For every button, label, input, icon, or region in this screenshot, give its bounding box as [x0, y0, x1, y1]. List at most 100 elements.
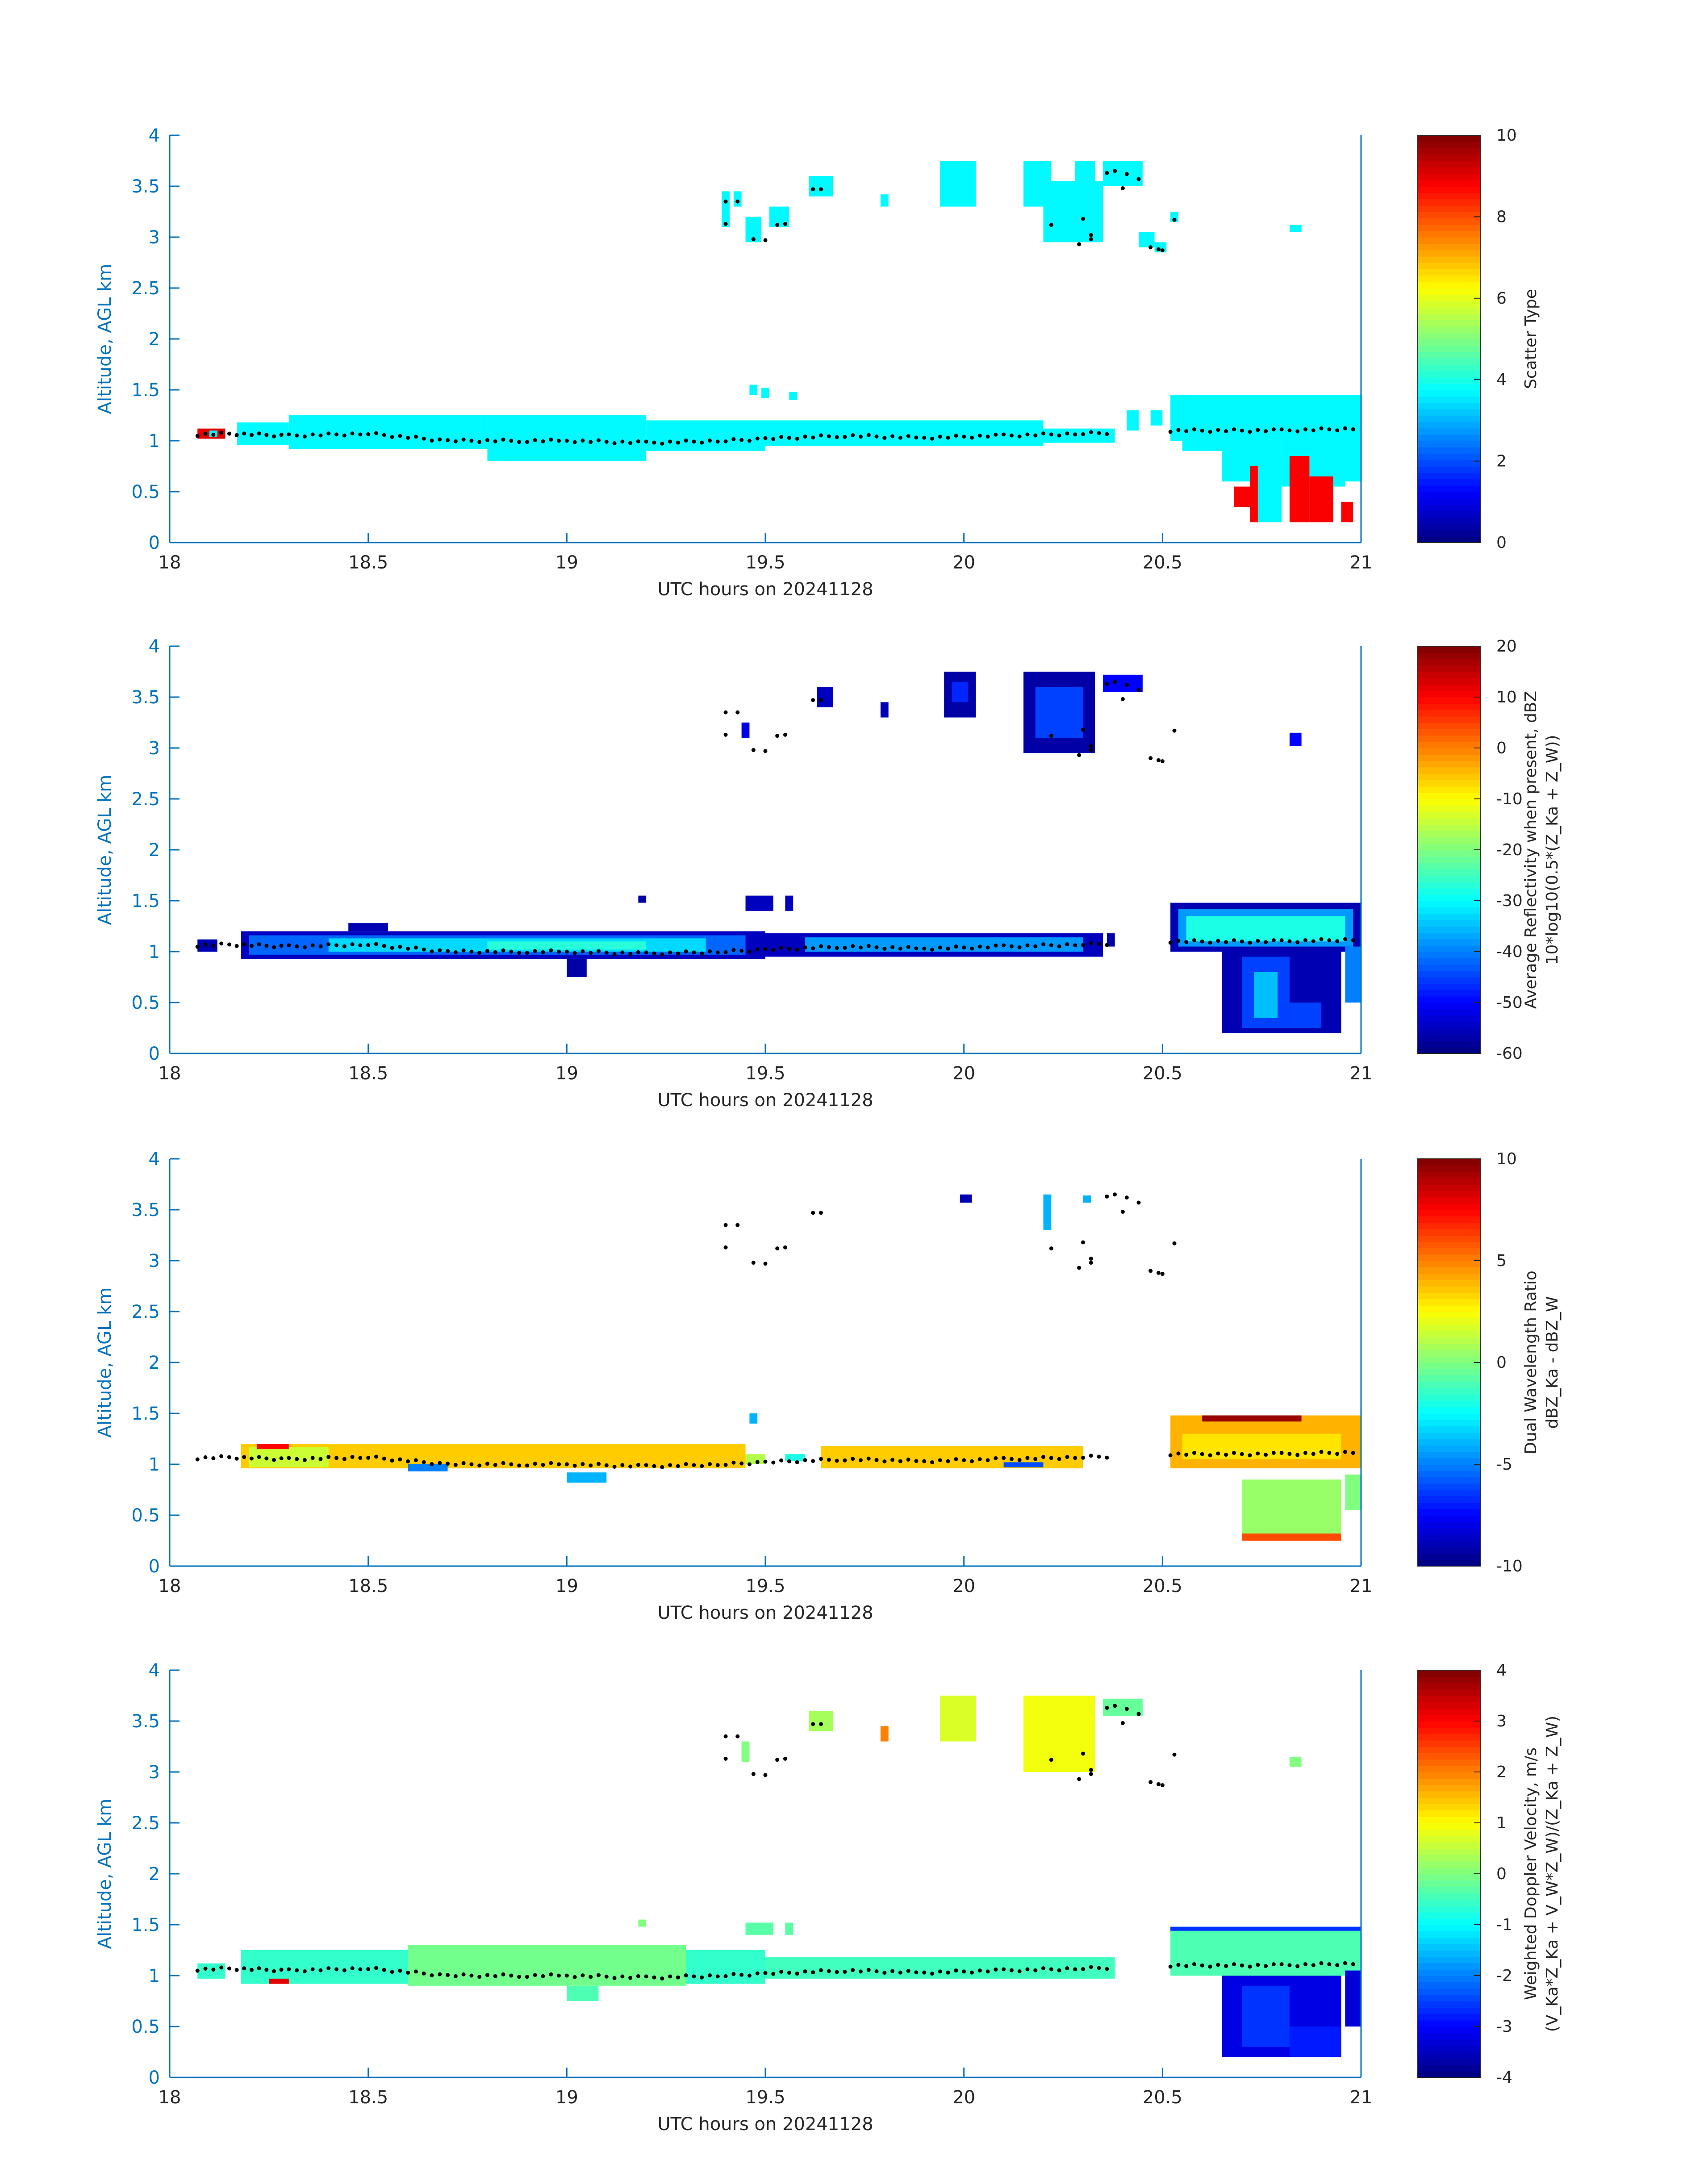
boundary-dot — [835, 1458, 839, 1463]
boundary-dot — [969, 435, 974, 440]
heatmap-cell — [817, 687, 833, 707]
boundary-dot — [1089, 233, 1093, 237]
boundary-dot — [318, 944, 323, 949]
colorbar-segment — [1418, 1034, 1480, 1041]
axes: 0 0.5 1 1.5 2 2.5 3 3.5 4 18 18.5 19 19.5 20 20.5 21 — [131, 1149, 1372, 1596]
boundary-dot — [326, 431, 331, 436]
boundary-dot — [1002, 1456, 1006, 1460]
heatmap-cell — [733, 191, 742, 207]
colorbar: -60 -50 -40 -30 -20 -10 0 10 20 — [1417, 637, 1523, 1063]
x-axis-label: UTC hours on 20241128 — [657, 1603, 873, 1623]
y-tick-label: 4 — [149, 125, 160, 146]
boundary-dot — [549, 437, 553, 442]
boundary-dot — [517, 951, 522, 955]
colorbar-segment — [1418, 1969, 1480, 1976]
colorbar-segment — [1418, 1541, 1480, 1548]
boundary-dot — [874, 1969, 879, 1973]
colorbar-segment — [1418, 907, 1480, 914]
boundary-dot — [930, 1971, 935, 1976]
colorbar-segment — [1418, 2058, 1480, 2065]
boundary-dot — [628, 1976, 633, 1980]
colorbar-segment — [1418, 1502, 1480, 1509]
boundary-dot — [1057, 944, 1061, 949]
colorbar-segment — [1418, 1521, 1480, 1529]
colorbar-segment — [1418, 523, 1480, 531]
heatmap-cells — [241, 1194, 1361, 1541]
boundary-dot — [1279, 938, 1284, 942]
boundary-dot — [1049, 223, 1053, 227]
colorbar-segment — [1418, 2014, 1480, 2021]
boundary-dot — [858, 945, 863, 950]
boundary-dot — [446, 1973, 450, 1977]
boundary-dot — [620, 1974, 625, 1979]
colorbar-segment — [1418, 1925, 1480, 1932]
boundary-dot — [1319, 426, 1324, 430]
x-tick-label: 20.5 — [1143, 1576, 1182, 1596]
boundary-dot — [422, 1971, 426, 1976]
boundary-dot — [1295, 1964, 1300, 1968]
boundary-dot — [962, 945, 966, 950]
boundary-dot — [1033, 1457, 1038, 1461]
colorbar-segment — [1418, 1823, 1480, 1830]
colorbar-segment — [1418, 1369, 1480, 1376]
boundary-dot — [1172, 1241, 1177, 1245]
boundary-dot — [257, 942, 261, 947]
boundary-dot — [775, 1246, 780, 1251]
boundary-dot — [1124, 172, 1129, 176]
boundary-dot — [930, 947, 935, 952]
heatmap-cell — [960, 1194, 972, 1203]
boundary-dot — [382, 433, 386, 437]
boundary-dot — [652, 440, 656, 445]
colorbar-segment — [1418, 901, 1480, 908]
x-tick-label: 20.5 — [1143, 1063, 1182, 1084]
boundary-dot — [195, 434, 200, 438]
boundary-dot — [358, 432, 363, 437]
boundary-dot — [1089, 430, 1093, 435]
colorbar-tick-label: -30 — [1496, 892, 1523, 910]
boundary-dot — [977, 944, 982, 949]
colorbar-segment — [1418, 1753, 1480, 1760]
y-tick-label: 3.5 — [131, 1200, 160, 1220]
boundary-dot — [596, 949, 601, 953]
y-tick-label: 1.5 — [131, 380, 160, 401]
colorbar-segment — [1418, 1407, 1480, 1414]
boundary-dot — [763, 749, 768, 753]
x-tick-label: 20.5 — [1143, 552, 1182, 573]
colorbar-segment — [1418, 313, 1480, 321]
colorbar-segment — [1418, 154, 1480, 161]
y-tick-label: 0.5 — [131, 1505, 160, 1526]
boundary-dot — [310, 943, 315, 948]
boundary-dot — [787, 1459, 791, 1463]
heatmap-cell — [741, 1741, 750, 1762]
colorbar-segment — [1418, 1734, 1480, 1741]
y-tick-label: 3 — [149, 227, 160, 248]
boundary-dot — [1041, 1966, 1046, 1971]
colorbar-segment — [1418, 1784, 1480, 1792]
x-tick-label: 18 — [159, 1063, 181, 1084]
boundary-dot — [580, 949, 585, 954]
boundary-dot — [751, 748, 756, 752]
boundary-dot — [763, 1971, 768, 1975]
boundary-dot — [1200, 428, 1204, 433]
boundary-dot — [366, 432, 371, 436]
y-tick-label: 0 — [149, 2068, 160, 2088]
boundary-dot — [287, 943, 291, 948]
colorbar-segment — [1418, 869, 1480, 876]
heatmap-cell — [567, 1985, 599, 2001]
colorbar-tick-label: 0 — [1496, 1354, 1507, 1372]
boundary-dot — [1148, 245, 1153, 250]
boundary-dot — [557, 439, 561, 443]
heatmap-cell — [1289, 732, 1302, 746]
boundary-dot — [485, 949, 489, 953]
boundary-dot — [977, 1968, 982, 1973]
boundary-dot — [795, 947, 799, 952]
colorbar-tick-label: 0 — [1496, 534, 1507, 552]
heatmap-cell — [408, 1464, 448, 1471]
x-tick-label: 21 — [1350, 1576, 1373, 1596]
boundary-dot — [1295, 940, 1300, 944]
colorbar-segment — [1418, 646, 1480, 653]
boundary-dot — [604, 950, 609, 955]
colorbar-segment — [1418, 1714, 1480, 1722]
boundary-dot — [1041, 942, 1046, 947]
boundary-dot — [811, 946, 815, 951]
